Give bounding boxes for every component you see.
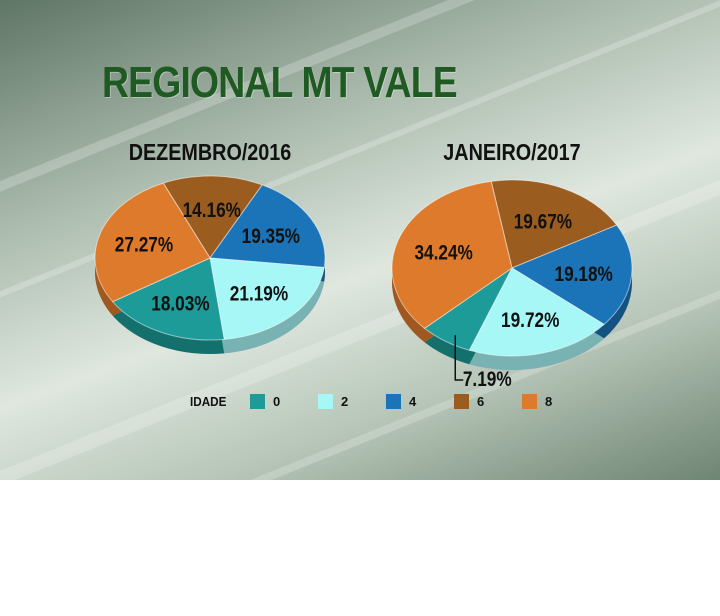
pie-slice-6 bbox=[162, 175, 263, 259]
pie-slice-2 bbox=[468, 267, 605, 357]
legend-swatch-0 bbox=[250, 393, 265, 409]
pie-slice-0 bbox=[111, 257, 225, 341]
chart-title: JANEIRO/2017 bbox=[443, 140, 580, 166]
slice-label-4: 19.35% bbox=[242, 225, 300, 248]
chart-title: DEZEMBRO/2016 bbox=[129, 140, 292, 166]
slice-label-0: 18.03% bbox=[151, 293, 209, 316]
legend-item-6: 6 bbox=[454, 393, 522, 409]
slice-label-6: 19.67% bbox=[514, 211, 572, 234]
pie-charts: DEZEMBRO/2016 14.16%19.35% 21.19% 18.03% 27.… bbox=[94, 140, 633, 392]
legend-text-0: 0 bbox=[273, 393, 281, 409]
slice-label-2: 21.19% bbox=[230, 283, 288, 306]
legend-text-6: 6 bbox=[477, 393, 485, 409]
callout-line bbox=[454, 335, 464, 381]
slice-label-6: 14.16% bbox=[183, 199, 241, 222]
legend-text-8: 8 bbox=[545, 393, 553, 409]
pie-chart-0: DEZEMBRO/2016 14.16%19.35% 21.19% 18.03% 27.… bbox=[94, 140, 326, 354]
legend-item-8: 8 bbox=[522, 393, 590, 409]
slice-label-8: 27.27% bbox=[115, 234, 173, 257]
pie-slice-6 bbox=[490, 179, 618, 269]
slice-label-8: 34.24% bbox=[414, 242, 472, 265]
legend-swatch-8 bbox=[522, 393, 537, 409]
legend-item-0: 0 bbox=[250, 393, 318, 409]
legend-swatch-6 bbox=[454, 393, 469, 409]
legend-swatch-4 bbox=[386, 393, 401, 409]
legend: IDADE 0 2 4 6 8 bbox=[190, 390, 590, 412]
main-title: REGIONAL MT VALE bbox=[102, 58, 458, 107]
pie-chart-1: JANEIRO/2017 19.67% 19.18% 19.72% 7.19% 34.24… bbox=[391, 140, 633, 392]
slice-label-2: 19.72% bbox=[501, 310, 559, 333]
pie-slice-8 bbox=[391, 180, 513, 329]
pie-slice-4 bbox=[209, 184, 326, 269]
pie-slice-8 bbox=[94, 182, 211, 303]
slice-label-0: 7.19% bbox=[463, 369, 512, 392]
slice-label-4: 19.18% bbox=[555, 263, 613, 286]
pie-slice-2 bbox=[209, 257, 325, 340]
legend-text-2: 2 bbox=[341, 393, 349, 409]
legend-item-2: 2 bbox=[318, 393, 386, 409]
legend-label: IDADE bbox=[190, 393, 227, 409]
legend-swatch-2 bbox=[318, 393, 333, 409]
legend-item-4: 4 bbox=[386, 393, 454, 409]
pie-slice-4 bbox=[510, 224, 633, 326]
legend-text-4: 4 bbox=[409, 393, 417, 409]
